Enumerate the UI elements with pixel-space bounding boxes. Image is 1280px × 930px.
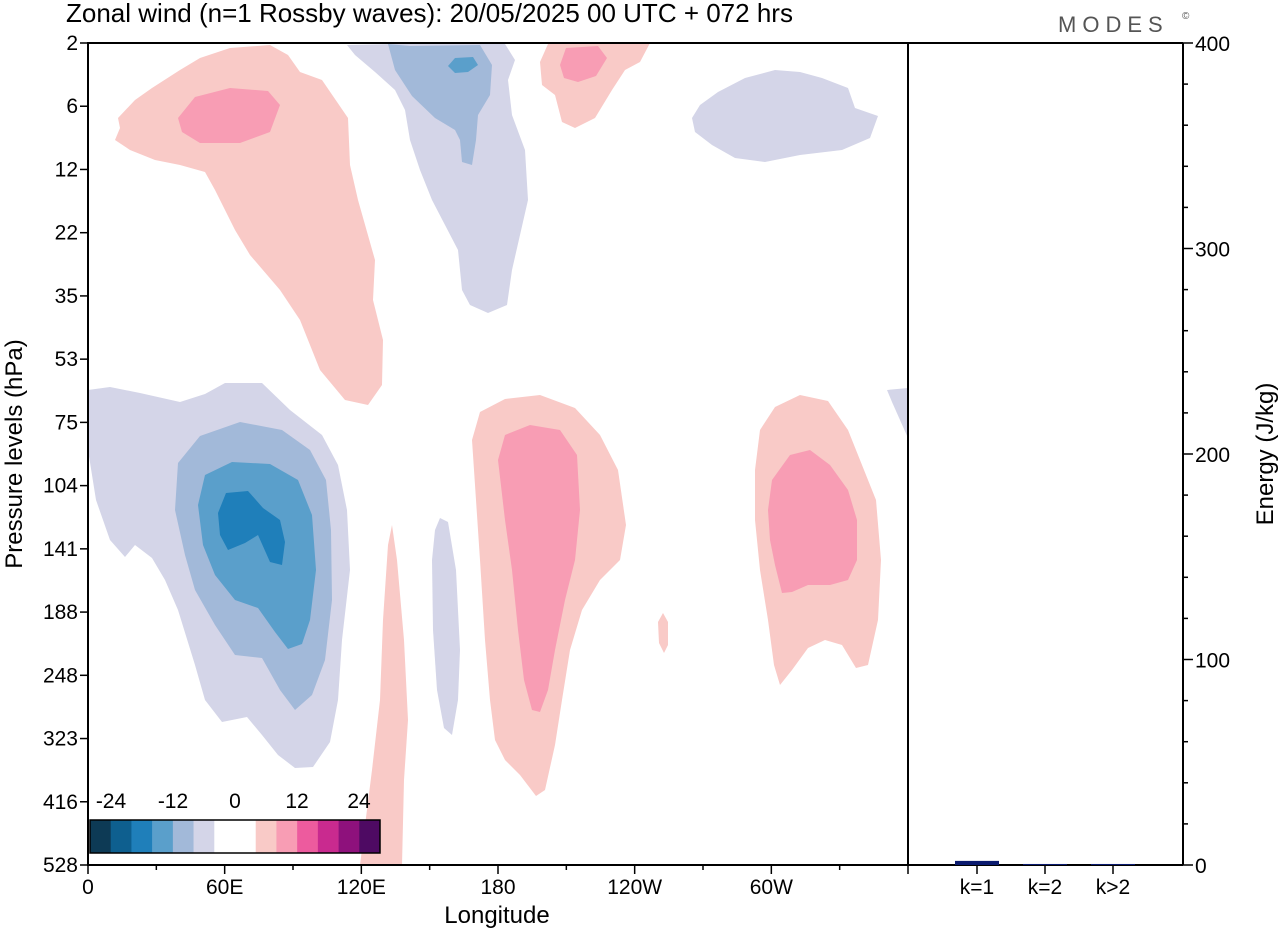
brand-logo: MODES [1058, 12, 1169, 37]
y-tick-label: 323 [43, 728, 78, 751]
colorbar-label-1: -12 [158, 790, 188, 813]
contour-pos-lower-right-core [768, 450, 857, 593]
energy-tick-label: 0 [1195, 855, 1207, 878]
energy-tick-label: 200 [1195, 444, 1230, 467]
y-tick-label: 75 [55, 411, 78, 434]
y-tick-label: 22 [55, 222, 78, 245]
energy-y-axis: 0 100 200 300 400 [1183, 33, 1230, 878]
contour-neg-upper-middle-core [448, 57, 478, 73]
contour-neg-right-edge [887, 388, 908, 438]
x-axis: 0 60E 120E 180 120W 60W [82, 865, 909, 899]
contour-fields [88, 43, 908, 865]
energy-axis-label: Energy (J/kg) [1252, 383, 1279, 526]
y-tick-label: 248 [43, 664, 78, 687]
colorbar-label-2: 0 [229, 790, 241, 813]
contour-neg-streak [432, 518, 460, 735]
x-tick-label: 60W [750, 876, 793, 899]
colorbar-label-0: -24 [96, 790, 127, 813]
colorbar-cell [255, 820, 277, 853]
y-tick-label: 2 [66, 32, 78, 55]
energy-tick-label: 100 [1195, 650, 1230, 673]
colorbar: -24 -12 0 12 24 [89, 790, 381, 854]
colorbar-cells [90, 820, 381, 853]
chart-title: Zonal wind (n=1 Rossby waves): 20/05/202… [66, 0, 793, 28]
energy-x-tick-label: k>2 [1096, 876, 1130, 899]
colorbar-label-4: 24 [347, 790, 371, 813]
y-tick-label: 188 [43, 601, 78, 624]
colorbar-label-3: 12 [285, 790, 308, 813]
energy-bar-3 [1091, 863, 1135, 865]
y-axis: 2 6 12 22 35 53 75 104 141 188 248 323 416 528 [43, 32, 88, 877]
colorbar-cell [317, 820, 339, 853]
colorbar-cell [90, 820, 112, 853]
colorbar-cell [193, 820, 215, 853]
energy-tick-label: 400 [1195, 33, 1230, 56]
x-tick-label: 0 [82, 876, 94, 899]
contour-pos-upper-left-core [178, 88, 280, 143]
heatmap-panel: -24 -12 0 12 24 2 6 12 22 35 53 75 104 141 188 248… [1, 32, 909, 929]
colorbar-cell [338, 820, 360, 853]
energy-x-axis: k=1 k=2 k>2 [960, 865, 1130, 899]
energy-bars [955, 860, 1135, 865]
contour-neg-upper-middle [347, 43, 528, 313]
contour-pos-lower-middle-core [498, 425, 580, 712]
energy-x-tick-label: k=2 [1028, 876, 1062, 899]
energy-tick-label: 300 [1195, 239, 1230, 262]
y-tick-label: 104 [43, 475, 78, 498]
y-tick-label: 141 [43, 538, 78, 561]
contour-neg-upper-middle-mod [388, 44, 492, 165]
colorbar-cell [297, 820, 319, 853]
contour-pos-streak [360, 525, 408, 865]
x-tick-label: 120E [337, 876, 386, 899]
colorbar-cell [172, 820, 194, 853]
y-tick-label: 416 [43, 791, 78, 814]
energy-bar-2 [1023, 863, 1067, 865]
energy-panel: 0 100 200 300 400 k=1 k=2 k>2 Energy (J/kg) [908, 33, 1279, 899]
colorbar-cell [276, 820, 298, 853]
y-tick-label: 35 [55, 285, 78, 308]
colorbar-cell [235, 820, 257, 853]
contour-pos-upper-right-core [560, 46, 607, 82]
colorbar-cell [359, 820, 381, 853]
colorbar-cell [110, 820, 132, 853]
contour-pos-upper-left [115, 45, 383, 405]
contour-neg-lower-left-core [218, 491, 285, 565]
colorbar-frame [89, 819, 381, 854]
x-tick-label: 180 [480, 876, 515, 899]
brand-mark: © [1182, 11, 1190, 22]
colorbar-cell [131, 820, 153, 853]
energy-bar-1 [955, 860, 999, 865]
energy-x-tick-label: k=1 [960, 876, 994, 899]
y-tick-label: 528 [43, 854, 78, 877]
x-tick-label: 120W [607, 876, 662, 899]
y-tick-label: 12 [55, 158, 78, 181]
contour-neg-upper-far-right [692, 70, 878, 162]
y-tick-label: 53 [55, 348, 78, 371]
y-tick-label: 6 [66, 95, 78, 118]
colorbar-cell [214, 820, 236, 853]
y-axis-label: Pressure levels (hPa) [1, 339, 28, 568]
contour-pos-small-blob [658, 613, 668, 653]
colorbar-cell [152, 820, 174, 853]
x-tick-label: 60E [206, 876, 243, 899]
x-axis-label: Longitude [444, 902, 549, 929]
